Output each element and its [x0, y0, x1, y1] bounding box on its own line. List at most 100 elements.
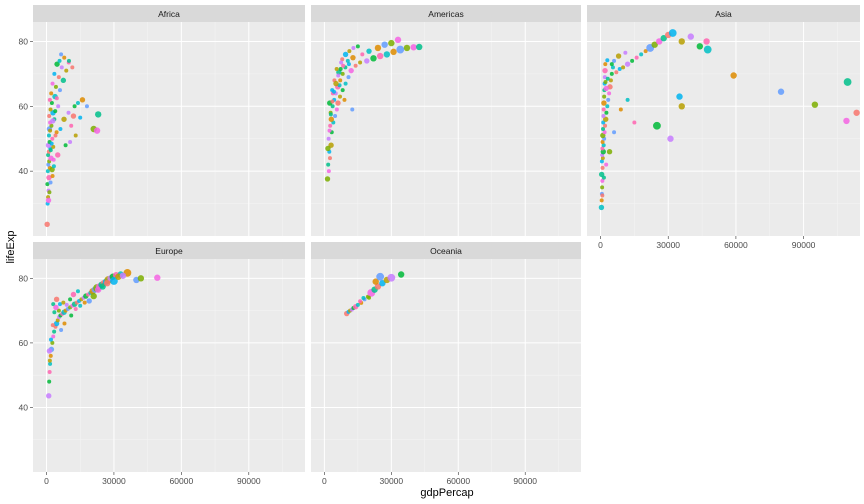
- data-point: [48, 353, 53, 358]
- points: [324, 36, 423, 182]
- data-point: [50, 340, 55, 345]
- data-point: [51, 144, 56, 149]
- data-point: [387, 273, 396, 282]
- data-point: [338, 67, 343, 72]
- data-point: [326, 169, 331, 174]
- data-point: [656, 38, 663, 45]
- data-point: [53, 304, 59, 311]
- data-point: [388, 39, 395, 47]
- data-point: [48, 107, 53, 112]
- x-tick-label: 0: [598, 240, 603, 250]
- data-point: [55, 152, 61, 158]
- data-point: [340, 88, 345, 93]
- data-point: [45, 169, 50, 174]
- data-point: [53, 109, 58, 114]
- x-tick-label: 30000: [656, 240, 680, 250]
- data-point: [52, 71, 57, 76]
- data-point: [93, 127, 101, 134]
- data-point: [119, 272, 127, 279]
- data-point: [50, 118, 56, 124]
- data-point: [355, 302, 360, 307]
- data-point: [843, 117, 850, 125]
- data-point: [653, 121, 661, 130]
- data-point: [667, 135, 674, 142]
- x-tick-label: 60000: [170, 476, 194, 486]
- points: [46, 268, 161, 399]
- data-point: [73, 307, 78, 312]
- data-point: [605, 58, 610, 63]
- data-point: [397, 271, 405, 278]
- y-tick-label: 40: [19, 402, 29, 412]
- data-point: [687, 33, 694, 40]
- data-point: [600, 139, 605, 144]
- points: [598, 29, 860, 211]
- data-point: [57, 88, 62, 93]
- data-point: [601, 114, 606, 119]
- data-point: [94, 286, 102, 293]
- data-point: [609, 71, 614, 76]
- data-point: [46, 393, 52, 399]
- data-point: [598, 204, 605, 211]
- data-point: [330, 104, 335, 109]
- data-point: [367, 295, 372, 300]
- data-point: [56, 308, 61, 313]
- data-point: [376, 272, 385, 281]
- panel-background: [311, 22, 581, 236]
- data-point: [601, 143, 606, 148]
- data-point: [634, 55, 639, 60]
- data-point: [602, 75, 607, 80]
- data-point: [364, 58, 370, 64]
- data-point: [59, 65, 64, 70]
- data-point: [55, 318, 60, 323]
- data-point: [630, 58, 635, 63]
- data-point: [61, 300, 66, 305]
- data-point: [70, 65, 75, 70]
- data-point: [46, 162, 51, 167]
- facet-strip: [33, 242, 305, 259]
- data-point: [49, 101, 54, 106]
- data-point: [360, 52, 365, 57]
- data-point: [331, 89, 336, 94]
- data-point: [110, 277, 118, 285]
- data-point: [154, 274, 161, 281]
- data-point: [617, 67, 622, 72]
- data-point: [381, 41, 388, 48]
- data-point: [603, 79, 608, 84]
- panel-background: [33, 22, 305, 236]
- x-tick-label: 90000: [792, 240, 816, 250]
- data-point: [61, 116, 67, 122]
- facet-label: Africa: [158, 9, 180, 19]
- panel-background: [311, 259, 581, 472]
- data-point: [53, 84, 58, 89]
- data-point: [394, 36, 402, 44]
- data-point: [53, 133, 58, 138]
- data-point: [51, 334, 56, 339]
- data-point: [64, 302, 69, 307]
- data-point: [335, 100, 341, 106]
- data-point: [366, 48, 372, 54]
- data-point: [603, 116, 609, 122]
- data-point: [612, 130, 617, 135]
- data-point: [54, 61, 60, 67]
- data-point: [49, 91, 54, 96]
- data-point: [54, 130, 59, 135]
- data-point: [333, 80, 339, 87]
- data-point: [374, 44, 382, 52]
- data-point: [137, 275, 145, 282]
- data-point: [58, 127, 63, 131]
- panel-oceania: Oceania 0 30000 60000 90000: [311, 242, 581, 486]
- data-point: [68, 139, 73, 144]
- data-point: [350, 54, 356, 61]
- data-point: [625, 97, 630, 102]
- data-point: [78, 115, 83, 120]
- data-point: [651, 41, 658, 48]
- data-point: [334, 107, 339, 112]
- data-point: [48, 128, 53, 133]
- data-point: [94, 111, 102, 118]
- data-point: [383, 51, 391, 58]
- data-point: [48, 148, 53, 153]
- data-point: [353, 63, 358, 68]
- data-point: [605, 76, 610, 81]
- data-point: [79, 97, 86, 103]
- data-point: [52, 329, 57, 334]
